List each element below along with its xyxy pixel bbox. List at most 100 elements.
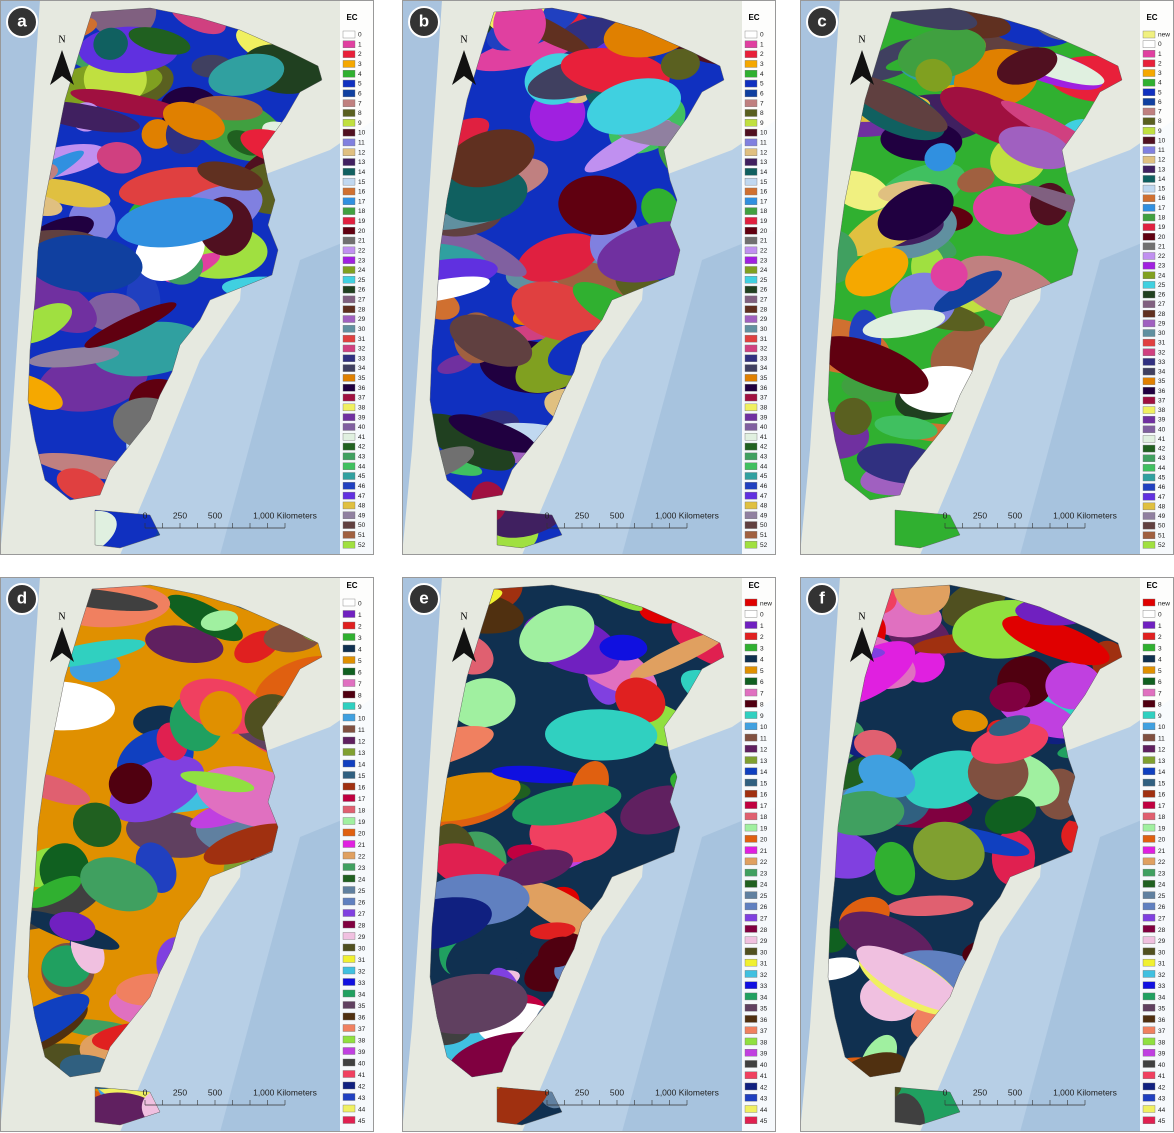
- legend-label: 42: [358, 444, 366, 451]
- legend-swatch: [342, 344, 356, 353]
- ocean: [402, 577, 442, 1132]
- legend-label: 12: [358, 149, 366, 156]
- legend-label: 36: [1158, 388, 1166, 395]
- legend-label: 38: [1158, 1039, 1166, 1046]
- region: [96, 142, 142, 174]
- legend-label: 14: [358, 169, 366, 176]
- legend-swatch: [342, 909, 356, 917]
- legend-label: 12: [358, 738, 366, 745]
- legend-swatch: [342, 978, 356, 986]
- legend-swatch: [744, 521, 758, 529]
- legend-label: 36: [1158, 1017, 1166, 1024]
- legend-swatch: [1142, 666, 1156, 674]
- legend-label: 6: [358, 669, 362, 676]
- legend-swatch: [1142, 902, 1156, 911]
- legend-label: 27: [760, 915, 768, 922]
- region: [451, 678, 516, 728]
- legend-label: 30: [760, 326, 768, 333]
- legend-swatch: [744, 30, 758, 39]
- legend-swatch: [1142, 688, 1156, 697]
- legend-label: 37: [358, 1026, 366, 1033]
- legend-swatch: [1142, 59, 1156, 68]
- legend-swatch: [744, 835, 758, 843]
- legend-swatch: [1142, 387, 1156, 395]
- legend-label: 22: [1158, 859, 1166, 866]
- legend-label: 30: [1158, 330, 1166, 337]
- ocean: [800, 0, 840, 555]
- ocean-deep: [622, 807, 776, 1132]
- region: [858, 754, 916, 798]
- legend-label: 32: [760, 346, 768, 353]
- legend-label: 40: [760, 1062, 768, 1069]
- legend-swatch: [342, 40, 356, 49]
- legend-swatch: [1142, 444, 1156, 453]
- region: [886, 895, 974, 917]
- legend-label: 13: [760, 159, 768, 166]
- legend-label: 20: [760, 228, 768, 235]
- scale-label: 250: [973, 510, 987, 520]
- legend-label: 9: [358, 704, 362, 711]
- legend-label: 44: [358, 1106, 366, 1113]
- legend-swatch: [342, 1047, 356, 1055]
- legend-swatch: [1142, 643, 1156, 652]
- scale-label: 1,000 Kilometers: [253, 510, 317, 520]
- legend-swatch: [342, 920, 356, 929]
- legend-swatch: [342, 782, 356, 791]
- panel-badge: [6, 6, 38, 38]
- legend-label: 0: [358, 32, 362, 39]
- legend-swatch: [342, 207, 356, 215]
- legend-label: 0: [1158, 41, 1162, 48]
- legend-label: 21: [358, 842, 366, 849]
- legend-label: 29: [760, 316, 768, 323]
- map: [800, 0, 1174, 555]
- legend-swatch: [1142, 857, 1156, 866]
- legend-label: 50: [760, 522, 768, 529]
- legend-label: 27: [358, 911, 366, 918]
- legend-swatch: [744, 700, 758, 708]
- legend-swatch: [744, 168, 758, 176]
- legend-label: 44: [1158, 465, 1166, 472]
- scale-label: 1,000 Kilometers: [655, 1087, 719, 1097]
- legend-swatch: [342, 989, 356, 998]
- region: [430, 276, 490, 304]
- legend-swatch: [1142, 483, 1156, 491]
- legend-swatch: [744, 711, 758, 719]
- panel-letter: d: [17, 588, 27, 607]
- legend-swatch: [744, 880, 758, 888]
- legend-swatch: [1142, 1094, 1156, 1102]
- legend-label: 42: [1158, 446, 1166, 453]
- legend-label: 4: [1158, 657, 1162, 664]
- legend-swatch: [744, 1060, 758, 1068]
- legend-label: 9: [1158, 128, 1162, 135]
- legend-swatch: [342, 30, 356, 39]
- legend-label: 38: [358, 404, 366, 411]
- legend-swatch: [744, 50, 758, 58]
- legend-swatch: [342, 89, 356, 98]
- region: [828, 829, 879, 879]
- legend-label: 11: [358, 140, 365, 147]
- legend-swatch: [342, 276, 356, 284]
- legend-swatch: [744, 868, 758, 877]
- legend-swatch: [744, 970, 758, 978]
- legend-swatch: [342, 482, 356, 490]
- legend-label: 37: [1158, 1028, 1166, 1035]
- north-label: N: [858, 611, 865, 622]
- legend-label: 28: [1158, 311, 1166, 318]
- legend-label: 1: [760, 41, 764, 48]
- legend-label: 3: [760, 61, 764, 68]
- region: [108, 762, 153, 804]
- legend-label: 11: [760, 140, 767, 147]
- north-arrow: [452, 627, 476, 662]
- legend-label: 25: [760, 277, 768, 284]
- legend-swatch: [744, 344, 758, 353]
- legend-swatch: [1142, 521, 1156, 530]
- legend-swatch: [1142, 136, 1156, 145]
- legend-label: 8: [358, 692, 362, 699]
- legend-swatch: [342, 748, 356, 756]
- legend-swatch: [744, 632, 758, 640]
- legend-label: 39: [760, 414, 768, 421]
- legend-label: 30: [358, 945, 366, 952]
- legend-swatch: [1142, 992, 1156, 1001]
- panel-badge: [806, 583, 838, 615]
